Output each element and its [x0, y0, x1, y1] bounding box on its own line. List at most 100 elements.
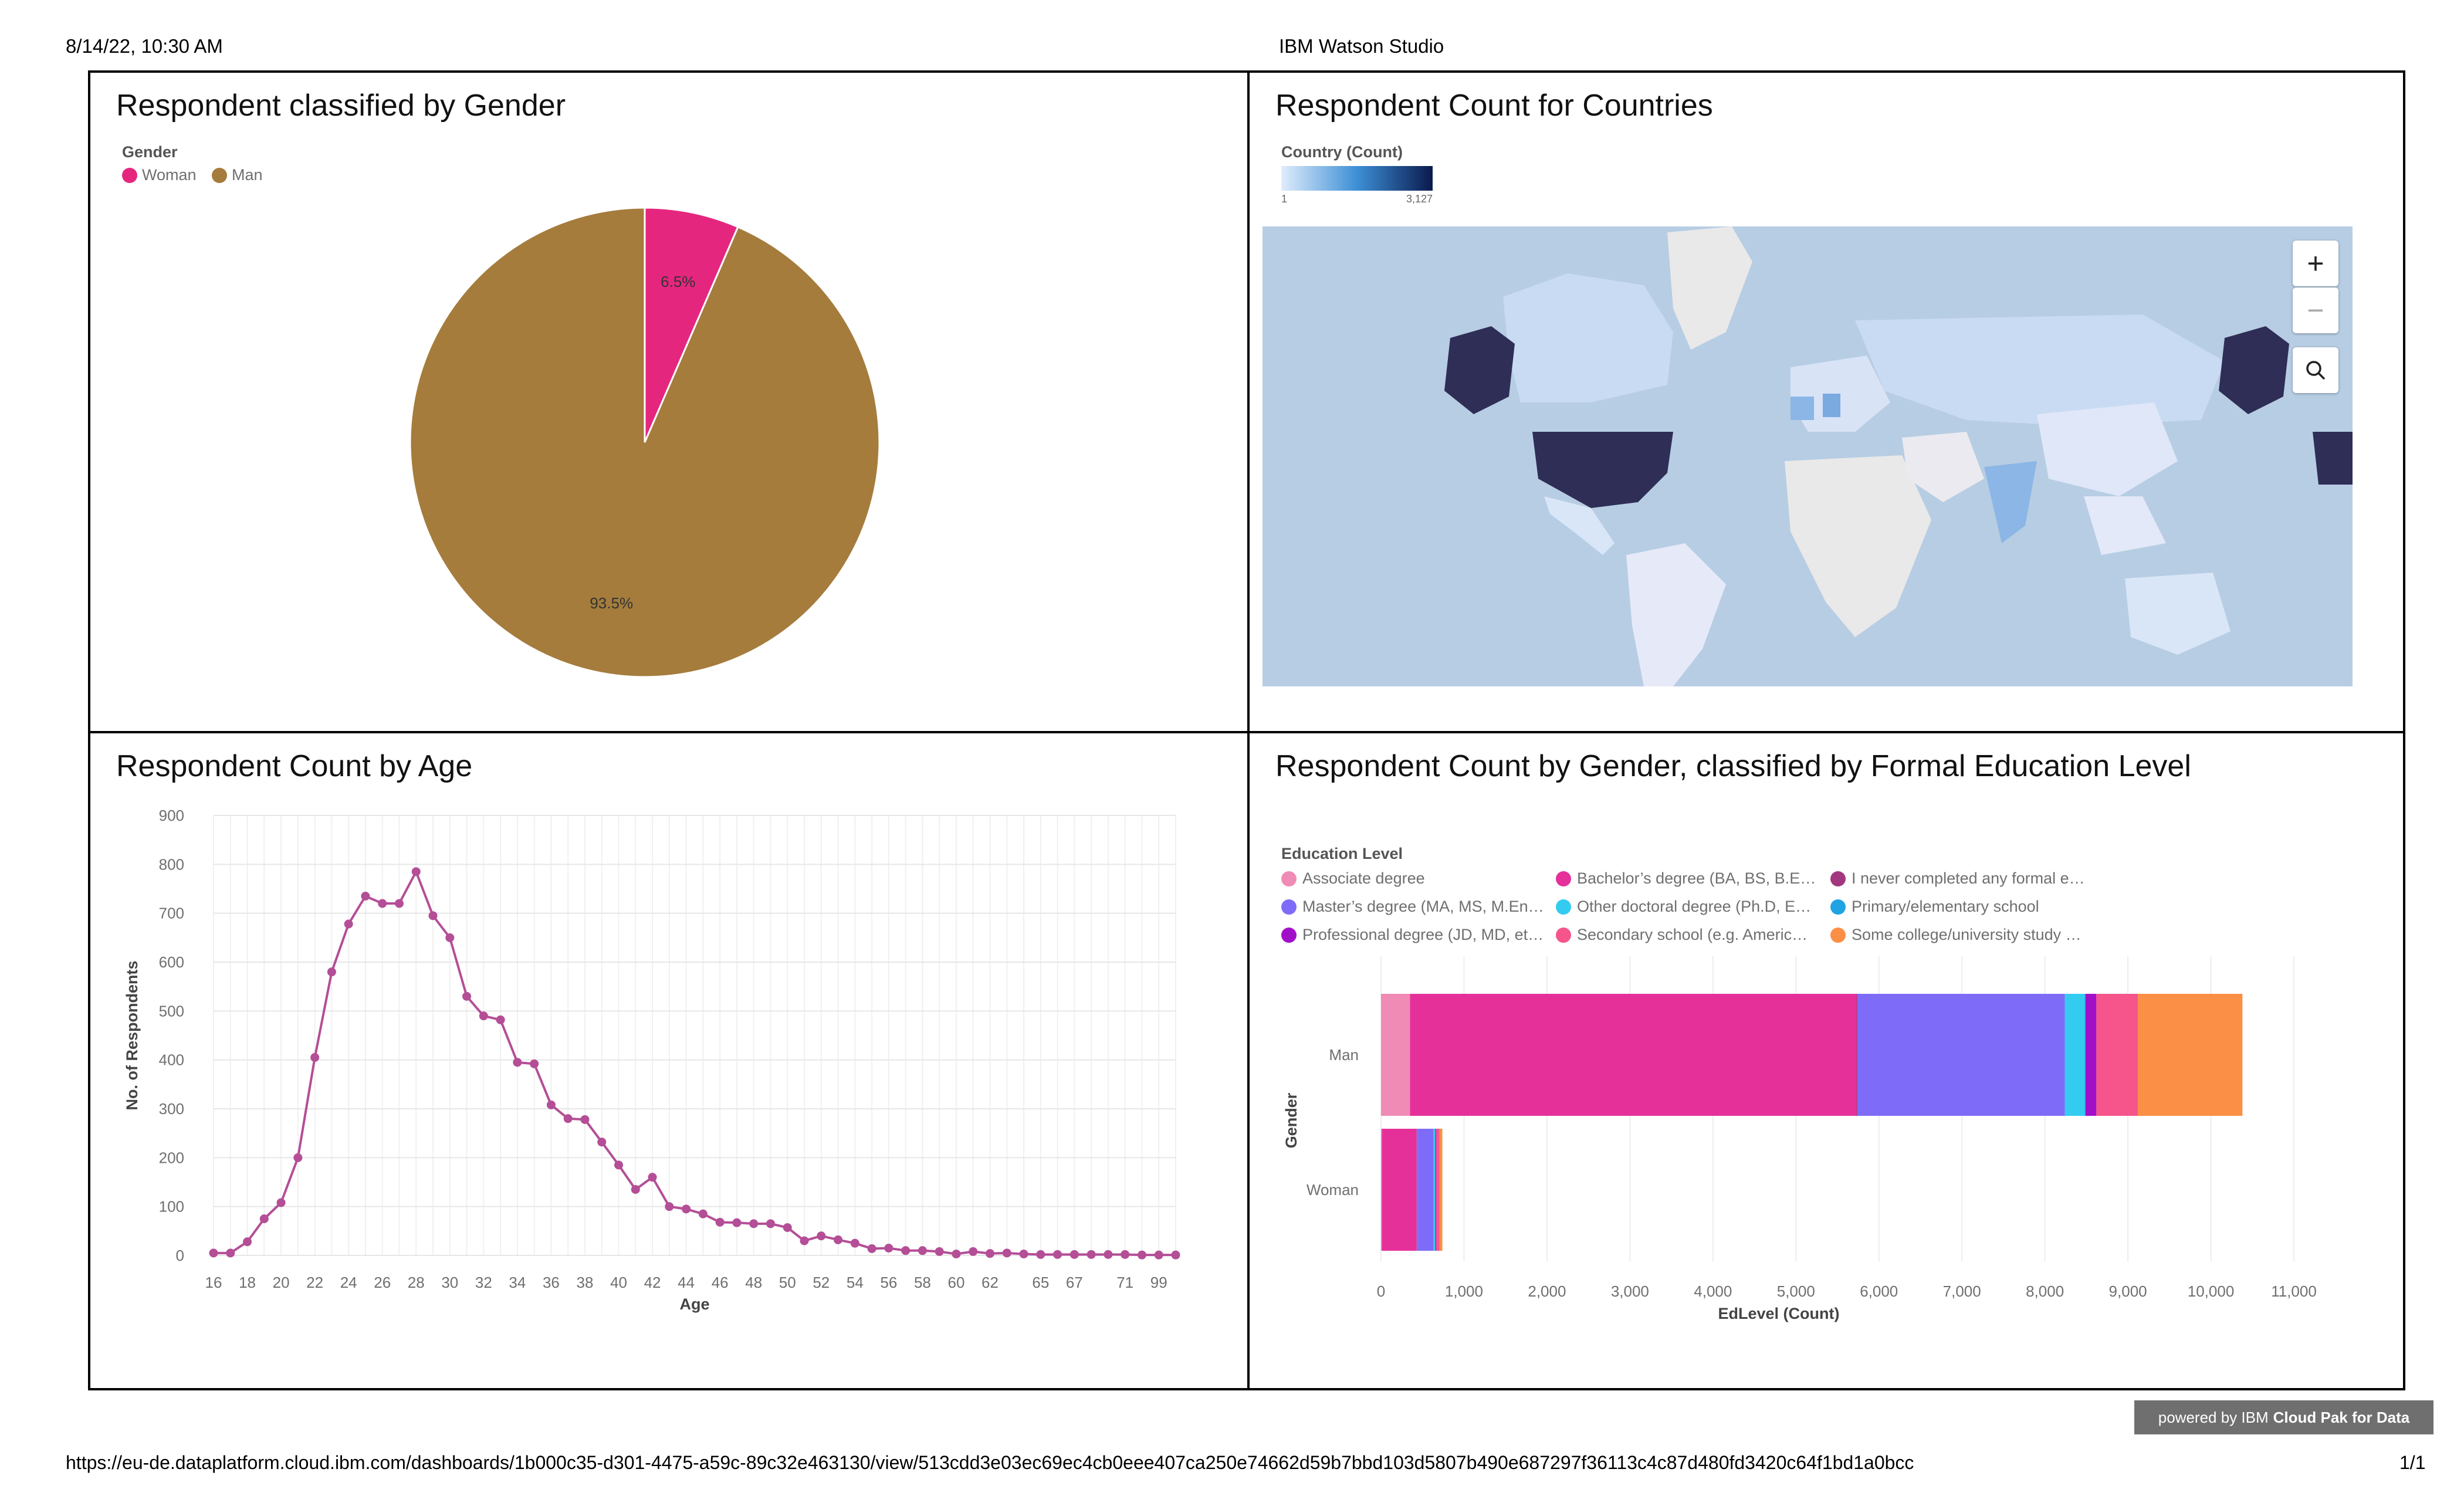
age-data-point [496, 1015, 505, 1024]
legend-item-woman[interactable]: Woman [122, 166, 197, 184]
age-data-point [901, 1246, 911, 1255]
age-data-point [344, 919, 353, 929]
legend-item[interactable]: Master’s degree (MA, MS, M.En… [1281, 898, 1544, 916]
x-tick-label: 3,000 [1611, 1282, 1649, 1300]
legend-swatch [1830, 871, 1846, 886]
x-tick-label: 62 [981, 1274, 999, 1291]
bar-segment [2064, 994, 2085, 1116]
print-page-number: 1/1 [2399, 1452, 2426, 1473]
map-search-button[interactable] [2293, 347, 2338, 393]
x-tick-label: 5,000 [1777, 1282, 1815, 1300]
age-data-point [310, 1053, 320, 1062]
age-data-point [800, 1236, 809, 1245]
legend-item[interactable]: Secondary school (e.g. Americ… [1556, 926, 1808, 944]
legend-swatch [1830, 927, 1846, 943]
y-tick-label: 300 [159, 1100, 184, 1118]
bar-segment [2085, 994, 2097, 1116]
age-data-point [563, 1114, 573, 1123]
x-tick-label: 65 [1032, 1274, 1049, 1291]
legend-swatch [1281, 871, 1297, 886]
x-tick-label: 60 [948, 1274, 965, 1291]
panel-title: Respondent Count by Age [116, 749, 473, 783]
age-data-point [665, 1202, 674, 1211]
panel-title: Respondent classified by Gender [116, 89, 566, 123]
y-tick-label: 200 [159, 1149, 184, 1166]
legend-item[interactable]: I never completed any formal e… [1830, 869, 2085, 888]
legend-label: Professional degree (JD, MD, et… [1302, 926, 1544, 943]
x-tick-label: 1,000 [1445, 1282, 1483, 1300]
x-tick-label: 16 [205, 1274, 222, 1291]
x-tick-label: 58 [914, 1274, 931, 1291]
age-data-point [766, 1219, 775, 1228]
x-tick-label: 18 [239, 1274, 256, 1291]
age-data-point [631, 1185, 640, 1194]
legend-label: Woman [142, 166, 197, 184]
x-tick-label: 9,000 [2109, 1282, 2147, 1300]
panel-title: Respondent Count for Countries [1275, 89, 1713, 123]
zoom-in-button[interactable]: + [2293, 241, 2338, 286]
age-data-point [698, 1209, 708, 1219]
print-title: IBM Watson Studio [1279, 35, 1444, 57]
zoom-out-button[interactable]: − [2293, 287, 2338, 333]
x-tick-label: 38 [577, 1274, 594, 1291]
age-data-point [445, 933, 455, 942]
y-tick-label: 700 [159, 905, 184, 922]
legend-swatch [1830, 899, 1846, 915]
powered-by-badge: powered by IBM Cloud Pak for Data [2134, 1400, 2433, 1434]
age-data-point [732, 1218, 742, 1227]
legend-item[interactable]: Bachelor’s degree (BA, BS, B.E… [1556, 869, 1816, 888]
legend-title: Country (Count) [1281, 143, 1403, 161]
age-data-point [428, 911, 438, 920]
pie-slice-man [409, 207, 881, 678]
legend-item[interactable]: Primary/elementary school [1830, 898, 2039, 916]
y-category-label: Man [1329, 1046, 1359, 1064]
age-data-point [1002, 1248, 1011, 1258]
legend-label: Some college/university study … [1852, 926, 2081, 943]
scale-max-label: 3,127 [1406, 193, 1433, 205]
age-data-point [834, 1235, 843, 1244]
age-data-point [1087, 1250, 1096, 1259]
pie-slice-label: 93.5% [590, 594, 633, 612]
legend-item[interactable]: Professional degree (JD, MD, et… [1281, 926, 1544, 944]
age-data-point [462, 991, 472, 1001]
legend-item-man[interactable]: Man [212, 166, 263, 184]
x-axis-label: Age [679, 1295, 709, 1313]
age-data-point [361, 892, 370, 901]
x-tick-label: 30 [441, 1274, 458, 1291]
legend-item[interactable]: Other doctoral degree (Ph.D, E… [1556, 898, 1811, 916]
bar-segment [1439, 1129, 1443, 1251]
y-tick-label: 800 [159, 855, 184, 873]
bar-segment [2084, 994, 2086, 1116]
age-data-point [513, 1058, 522, 1067]
legend-item[interactable]: Associate degree [1281, 869, 1425, 888]
x-tick-label: 99 [1150, 1274, 1167, 1291]
age-data-point [1036, 1250, 1045, 1259]
x-tick-label: 7,000 [1943, 1282, 1981, 1300]
education-bar-chart: 0 1,000 2,000 3,000 4,000 5,000 6,000 7,000 8,00… [1282, 956, 2317, 1322]
search-icon [2306, 361, 2326, 380]
bar-segment [1433, 1129, 1436, 1251]
age-data-point [411, 867, 421, 876]
age-data-point [1171, 1250, 1180, 1260]
age-data-point [546, 1100, 556, 1109]
y-tick-label: 900 [159, 807, 184, 824]
x-tick-label: 26 [374, 1274, 391, 1291]
legend-item[interactable]: Some college/university study … [1830, 926, 2081, 944]
x-tick-label: 34 [509, 1274, 526, 1291]
badge-prefix: powered by IBM [2158, 1408, 2269, 1426]
age-data-point [327, 967, 336, 977]
bar-segment [1436, 1129, 1440, 1251]
x-tick-label: 10,000 [2188, 1282, 2235, 1300]
legend-swatch [1556, 871, 1571, 886]
y-tick-label: 400 [159, 1051, 184, 1069]
color-scale-bar [1281, 166, 1433, 191]
pie-slice-woman [644, 207, 739, 443]
world-map[interactable] [1263, 226, 2353, 686]
legend-label: Associate degree [1302, 869, 1425, 887]
age-data-point [986, 1249, 995, 1258]
x-tick-label: 2,000 [1528, 1282, 1566, 1300]
x-tick-label: 48 [745, 1274, 762, 1291]
legend: Gender Woman Man [122, 143, 276, 186]
y-category-label: Woman [1307, 1181, 1359, 1199]
legend-swatch [212, 167, 227, 183]
